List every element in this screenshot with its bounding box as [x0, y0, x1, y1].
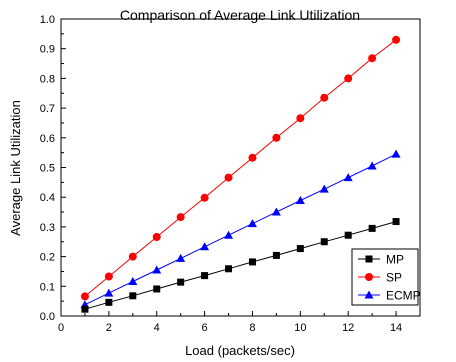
data-point-mp: [344, 231, 352, 239]
series-line-mp: [84, 221, 397, 310]
legend-box: [351, 248, 419, 306]
x-tick-label: 8: [249, 322, 255, 334]
y-tick-label: 0.9: [40, 44, 55, 56]
data-point-mp: [320, 238, 328, 246]
chart-title: Comparison of Average Link Utilization: [120, 7, 360, 23]
legend-marker-ecmp: [364, 290, 374, 299]
y-tick-label: 0.1: [40, 281, 55, 293]
data-point-mp: [248, 258, 256, 266]
legend-marker-mp: [365, 255, 373, 263]
y-tick-label: 0.3: [40, 222, 55, 234]
data-point-sp: [200, 193, 209, 202]
x-axis-label: Load (packets/sec): [185, 343, 295, 358]
data-point-sp: [320, 93, 329, 102]
legend-label-mp: MP: [386, 253, 404, 267]
y-tick-label: 0.2: [40, 252, 55, 264]
data-point-sp: [104, 272, 113, 281]
series-sp: [80, 35, 401, 301]
data-point-mp: [225, 265, 233, 273]
data-point-sp: [272, 133, 281, 142]
data-point-sp: [368, 54, 377, 63]
data-point-ecmp: [104, 288, 114, 297]
y-tick-label: 0.8: [40, 73, 55, 85]
data-point-ecmp: [200, 242, 210, 251]
data-point-mp: [177, 278, 185, 286]
x-tick-label: 12: [342, 322, 354, 334]
data-point-mp: [368, 224, 376, 232]
data-point-ecmp: [128, 277, 138, 286]
data-point-mp: [81, 305, 89, 313]
series-ecmp: [80, 149, 401, 309]
y-axis-label: Average Link Utilization: [8, 100, 23, 236]
x-tick-label: 14: [390, 322, 402, 334]
series-line-ecmp: [84, 153, 397, 306]
data-point-ecmp: [295, 195, 305, 204]
data-point-ecmp: [152, 265, 162, 274]
x-tick-label: 6: [202, 322, 208, 334]
data-point-mp: [129, 292, 137, 300]
y-tick-label: 0.6: [40, 133, 55, 145]
data-point-sp: [224, 173, 233, 182]
series-layer: [80, 35, 401, 313]
data-point-mp: [201, 272, 209, 280]
series-mp: [81, 218, 400, 313]
y-tick-label: 0.4: [40, 192, 55, 204]
data-point-sp: [248, 153, 257, 162]
legend-label-sp: SP: [386, 271, 402, 285]
series-line-sp: [84, 39, 397, 297]
data-point-ecmp: [319, 184, 329, 193]
legend-label-ecmp: ECMP: [386, 289, 421, 303]
data-point-sp: [128, 252, 137, 261]
x-tick-label: 0: [58, 322, 64, 334]
data-point-mp: [153, 285, 161, 293]
data-point-sp: [176, 213, 185, 222]
data-point-ecmp: [176, 253, 186, 262]
data-point-ecmp: [271, 207, 281, 216]
data-point-mp: [272, 251, 280, 259]
legend-marker-sp: [365, 273, 373, 281]
y-tick-label: 0.0: [40, 311, 55, 323]
data-point-ecmp: [391, 149, 401, 158]
data-point-sp: [392, 35, 401, 44]
x-tick-label: 4: [154, 322, 160, 334]
data-point-mp: [296, 245, 304, 253]
axes: 0 2 4 6 8 10 12 14 0.0 0.1 0.2 0.3 0.4 0.5 0.6 0.7 0.8 0.…: [40, 14, 402, 334]
y-tick-label: 0.7: [40, 103, 55, 115]
data-point-ecmp: [343, 173, 353, 182]
data-point-mp: [105, 298, 113, 306]
y-tick-label: 1.0: [40, 14, 55, 26]
data-point-mp: [392, 218, 400, 226]
data-point-ecmp: [224, 230, 234, 239]
x-tick-label: 2: [106, 322, 112, 334]
data-point-sp: [344, 74, 353, 83]
data-point-sp: [80, 292, 89, 301]
data-point-sp: [152, 232, 161, 241]
x-tick-label: 10: [294, 322, 306, 334]
data-point-ecmp: [247, 219, 257, 228]
data-point-ecmp: [367, 161, 377, 170]
legend: MP SP ECMP: [351, 248, 421, 306]
y-tick-label: 0.5: [40, 163, 55, 175]
data-point-sp: [296, 114, 305, 123]
